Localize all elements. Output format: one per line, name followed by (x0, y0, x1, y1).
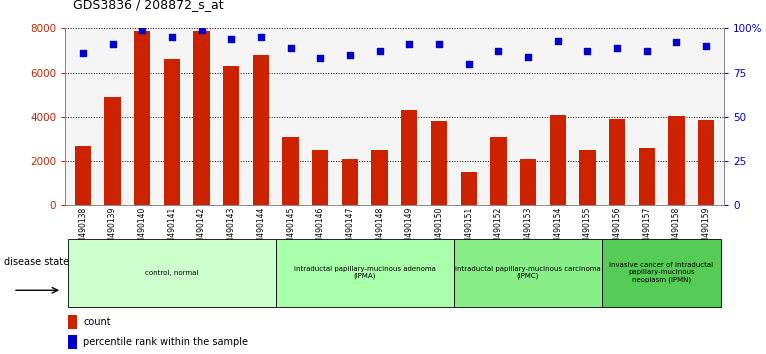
Bar (460, 172, 476, 205)
Bar (104, 97, 121, 205)
Point (581, 48, 594, 54)
Point (611, 45, 624, 51)
Bar (372, 150, 388, 205)
Bar (75, 145, 91, 205)
Bar (602, 239, 721, 307)
Text: intraductal papillary-mucinous carcinoma
(IPMC): intraductal papillary-mucinous carcinoma… (455, 266, 601, 279)
Point (670, 40, 683, 45)
Bar (223, 66, 240, 205)
Point (77, 50, 89, 56)
Point (700, 43, 712, 49)
Bar (453, 239, 602, 307)
Point (433, 41, 445, 47)
Point (493, 48, 505, 54)
Point (106, 41, 119, 47)
Bar (68, 315, 77, 329)
Point (314, 56, 326, 61)
Bar (520, 159, 536, 205)
Point (255, 34, 267, 40)
Bar (342, 159, 358, 205)
Bar (639, 148, 655, 205)
Bar (490, 137, 506, 205)
Bar (698, 120, 714, 205)
Text: invasive cancer of intraductal
papillary-mucinous
neoplasm (IPMN): invasive cancer of intraductal papillary… (610, 262, 714, 283)
Text: intraductal papillary-mucinous adenoma
(IPMA): intraductal papillary-mucinous adenoma (… (294, 266, 436, 279)
Point (136, 27, 149, 33)
Bar (276, 239, 453, 307)
Text: GDS3836 / 208872_s_at: GDS3836 / 208872_s_at (73, 0, 224, 11)
Point (284, 45, 296, 51)
Text: control, normal: control, normal (146, 270, 198, 275)
Bar (609, 119, 625, 205)
Bar (549, 115, 566, 205)
Point (165, 34, 178, 40)
Point (640, 48, 653, 54)
Point (374, 48, 386, 54)
Bar (68, 239, 276, 307)
Point (552, 38, 564, 44)
Bar (668, 116, 685, 205)
Point (403, 41, 415, 47)
Bar (579, 150, 595, 205)
Text: disease state: disease state (4, 257, 69, 267)
Bar (164, 59, 180, 205)
Point (463, 61, 475, 67)
Bar (68, 335, 77, 348)
Point (225, 36, 237, 42)
Point (195, 27, 208, 33)
Point (522, 54, 534, 59)
Bar (253, 55, 269, 205)
Point (344, 52, 356, 58)
Bar (283, 137, 299, 205)
Bar (134, 30, 150, 205)
Text: percentile rank within the sample: percentile rank within the sample (83, 337, 248, 347)
Text: count: count (83, 318, 111, 327)
Bar (312, 150, 329, 205)
Bar (430, 121, 447, 205)
Bar (401, 110, 417, 205)
Bar (194, 30, 210, 205)
